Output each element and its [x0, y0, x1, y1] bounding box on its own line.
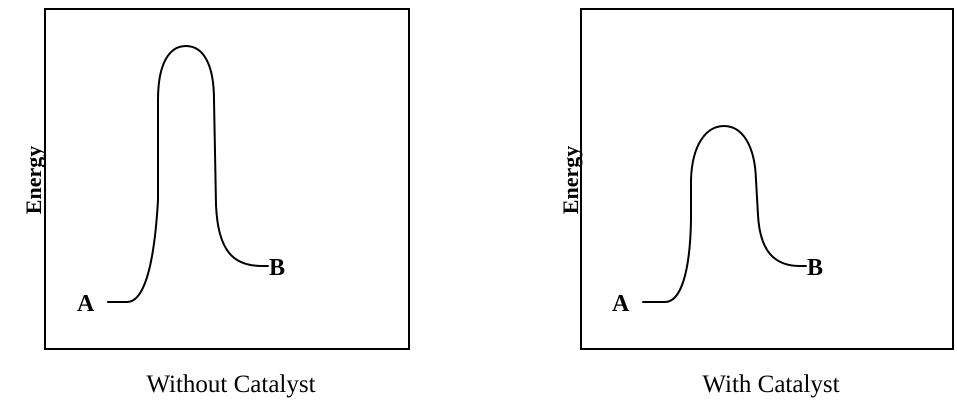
- start-state-label: A: [77, 291, 95, 317]
- panel-caption: Without Catalyst: [146, 371, 315, 398]
- panel-without-catalyst: Energy A B Without Catalyst: [21, 8, 410, 398]
- end-state-label: B: [807, 255, 823, 281]
- start-state-label: A: [612, 291, 630, 317]
- energy-curve: [107, 45, 269, 303]
- energy-curve: [642, 125, 807, 303]
- end-state-label: B: [269, 255, 285, 281]
- y-axis-label: Energy: [558, 146, 583, 214]
- panel-frame: [580, 8, 954, 350]
- panel-caption: With Catalyst: [702, 371, 839, 398]
- panel-with-catalyst: Energy A B With Catalyst: [558, 8, 954, 398]
- panel-frame: [44, 8, 410, 350]
- y-axis-label: Energy: [21, 146, 46, 214]
